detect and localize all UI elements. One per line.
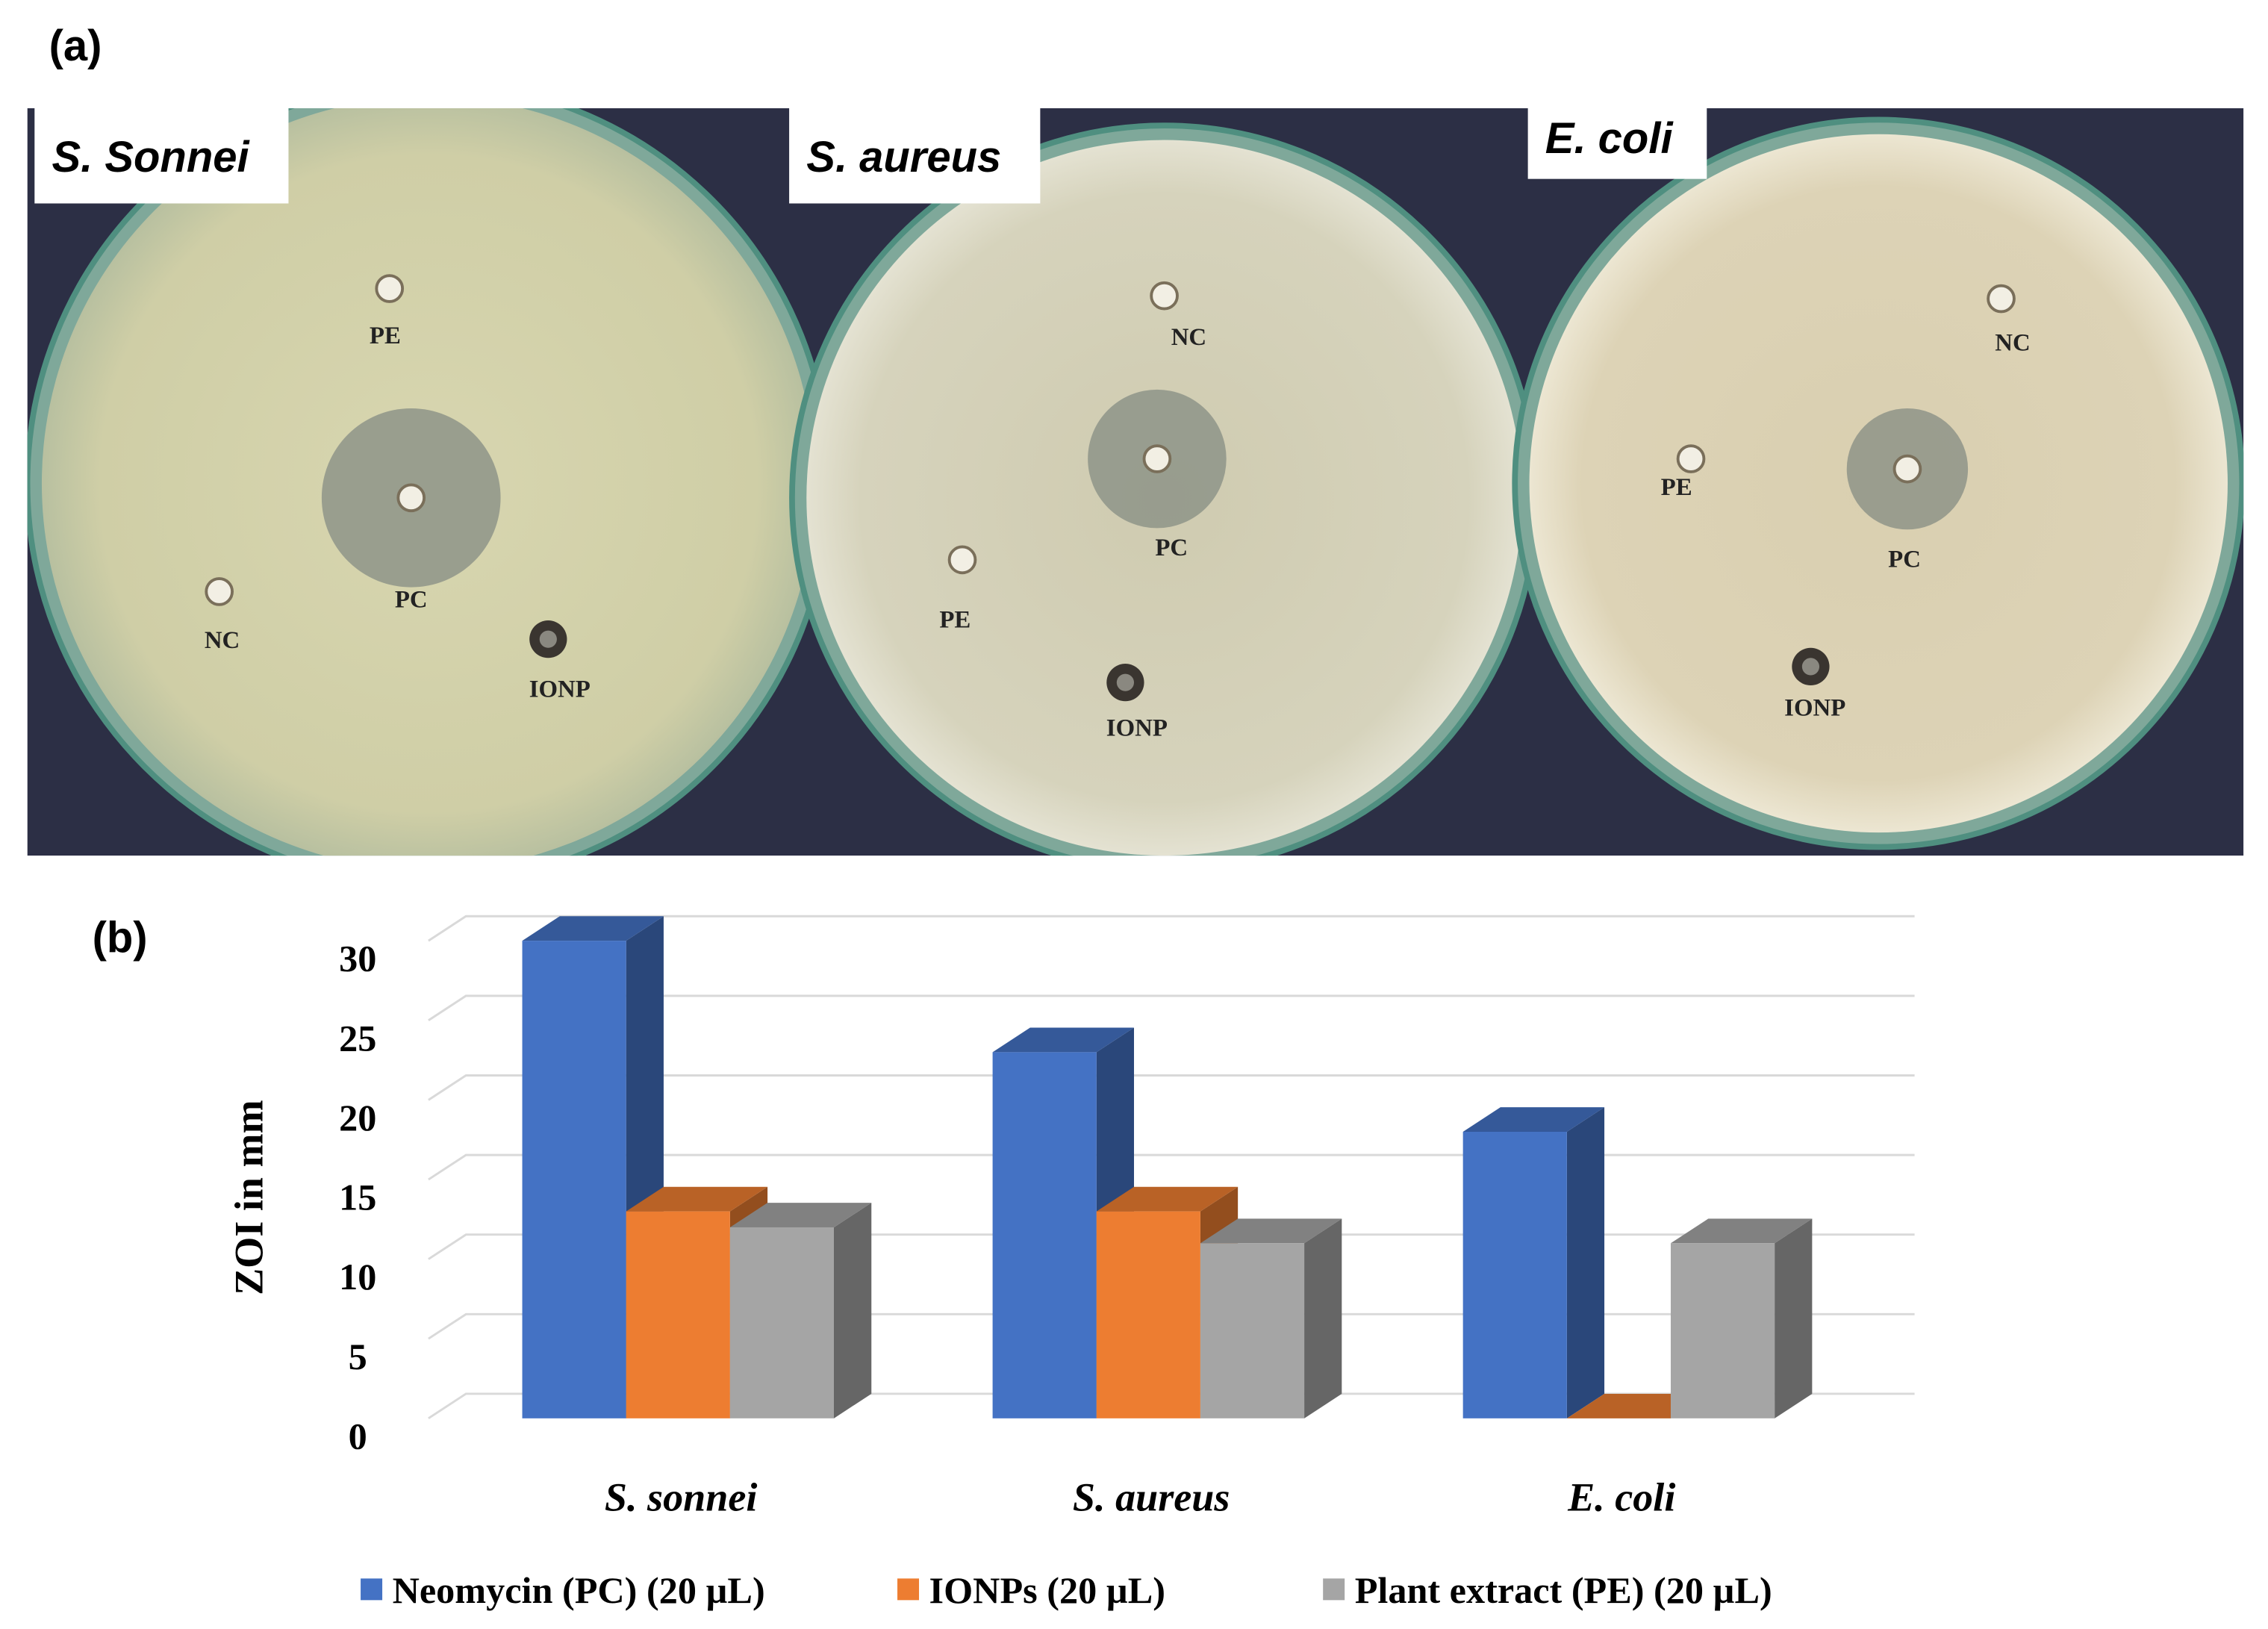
well-label: PC [1155, 535, 1188, 561]
well-label: PE [939, 607, 971, 634]
bar [729, 1227, 835, 1418]
well [947, 545, 977, 575]
bar-top [1670, 1218, 1813, 1244]
bar [992, 1052, 1097, 1418]
well [205, 577, 234, 606]
bar-top [1096, 1186, 1239, 1212]
x-tick-label: S. sonnei [605, 1475, 758, 1520]
bar [626, 1211, 730, 1418]
grid-line [428, 1233, 1915, 1260]
bar-side [834, 1203, 872, 1418]
bar-top [522, 916, 664, 941]
well [375, 274, 405, 303]
y-tick-label: 25 [339, 1017, 376, 1059]
grid-line [428, 994, 1915, 1021]
chart: (b) ZOI in mm 0 5 10 15 20 25 30 S. sonnei S. aure… [93, 915, 1915, 1611]
well [1892, 454, 1922, 484]
y-axis-title: ZOI in mm [227, 1100, 272, 1295]
panel-label: (a) [49, 22, 102, 70]
x-tick-label: S. aureus [1073, 1475, 1230, 1520]
well-label: NC [1171, 324, 1206, 351]
plate-label-box [1527, 108, 1707, 179]
grid-line [428, 1392, 1915, 1420]
grid-line [428, 1074, 1915, 1101]
legend-label: Plant extract (PE) (20 µL) [1355, 1569, 1772, 1611]
plate-label: S. aureus [806, 134, 1001, 181]
bar [1200, 1243, 1305, 1418]
well-label: IONP [1784, 695, 1845, 722]
plate-label-box [789, 108, 1041, 204]
y-tick-label: 20 [339, 1097, 376, 1139]
well [1116, 673, 1134, 691]
well-label: PE [370, 323, 401, 349]
bar-side [1304, 1218, 1342, 1418]
y-tick-label: 30 [339, 938, 376, 979]
grid-line [428, 1312, 1915, 1340]
well-label: NC [205, 627, 240, 654]
well-label: PE [1661, 474, 1692, 501]
plate-label: S. Sonnei [52, 134, 250, 181]
well-label: NC [1995, 330, 2030, 357]
well [539, 630, 557, 648]
y-tick-label: 15 [339, 1177, 376, 1218]
well [1142, 444, 1172, 473]
well-label: PC [1888, 546, 1921, 573]
well [1987, 284, 2016, 314]
legend-swatch [1323, 1578, 1345, 1601]
bar-top [1462, 1107, 1605, 1132]
y-tick-label: 10 [339, 1256, 376, 1298]
well [1676, 444, 1706, 473]
legend-label: IONPs (20 µL) [929, 1569, 1165, 1611]
x-tick-label: E. coli [1567, 1475, 1675, 1520]
legend-label: Neomycin (PC) (20 µL) [393, 1569, 765, 1611]
bar-top [1200, 1218, 1342, 1244]
y-tick-label: 5 [349, 1336, 367, 1377]
well [1801, 658, 1820, 676]
bar [1462, 1131, 1567, 1418]
bar [1670, 1243, 1775, 1418]
legend-swatch [361, 1578, 383, 1601]
panel-label: (b) [93, 915, 148, 962]
plate-label-box [34, 108, 289, 204]
bar [1096, 1211, 1200, 1418]
well-label: IONP [529, 676, 591, 703]
well-label: PC [395, 587, 428, 614]
grid-line [428, 1153, 1915, 1181]
bar-side [1775, 1218, 1813, 1418]
grid-line [428, 915, 1915, 942]
well [396, 483, 426, 513]
bar [522, 941, 626, 1418]
well [1150, 281, 1179, 311]
bar-top [992, 1027, 1134, 1053]
y-tick-label: 0 [349, 1415, 367, 1457]
plate-label: E. coli [1545, 115, 1674, 163]
bar-top [626, 1186, 768, 1212]
well-label: IONP [1106, 715, 1168, 742]
plate-photos: PE PC NC IONP S. Sonnei NC PC PE IONP S. aureus NC… [27, 108, 2244, 856]
bar-side [1566, 1107, 1605, 1418]
legend-swatch [897, 1578, 920, 1601]
bar-top [729, 1203, 872, 1227]
